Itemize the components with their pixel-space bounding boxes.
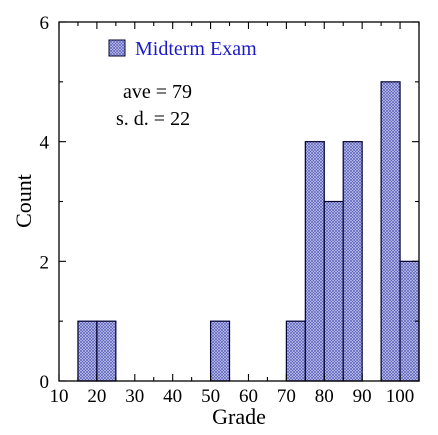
x-tick-label: 70 — [277, 386, 296, 407]
y-tick-label: 2 — [40, 252, 50, 273]
x-tick-label: 20 — [87, 386, 106, 407]
y-axis-label: Count — [11, 174, 36, 228]
tick-labels: 10 20 30 40 50 60 70 80 90 100 0 2 4 6 — [40, 13, 415, 407]
sd-annotation: s. d. = 22 — [116, 108, 190, 130]
histogram-bar — [77, 320, 98, 382]
x-tick-label: 10 — [50, 386, 69, 407]
y-tick-label: 0 — [40, 372, 50, 393]
histogram-bars — [77, 81, 420, 382]
y-tick-label: 6 — [40, 13, 50, 34]
x-tick-label: 60 — [239, 386, 258, 407]
y-tick-label: 4 — [40, 133, 50, 154]
legend-swatch — [108, 39, 126, 57]
mean-annotation: ave = 79 — [123, 81, 192, 103]
x-tick-label: 90 — [353, 386, 372, 407]
x-tick-label: 50 — [201, 386, 220, 407]
histogram-bar — [342, 141, 363, 382]
histogram-bar — [285, 320, 306, 382]
x-tick-label: 80 — [315, 386, 334, 407]
histogram-bar — [96, 320, 117, 382]
x-tick-label: 100 — [386, 386, 415, 407]
legend-label: Midterm Exam — [135, 38, 257, 60]
histogram-bar — [380, 81, 401, 382]
histogram-bar — [209, 320, 231, 382]
histogram-bar — [323, 200, 344, 382]
x-tick-label: 30 — [125, 386, 144, 407]
axis-ticks — [58, 21, 420, 382]
x-tick-label: 40 — [163, 386, 182, 407]
histogram-bar — [304, 141, 325, 382]
legend: Midterm Exam — [108, 38, 257, 60]
x-axis-label: Grade — [212, 404, 266, 429]
